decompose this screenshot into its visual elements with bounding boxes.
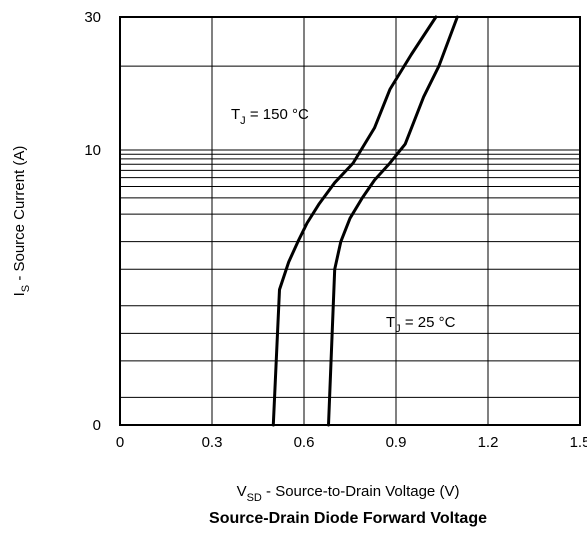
chart-title: Source-Drain Diode Forward Voltage: [209, 510, 487, 527]
y-tick-label: 10: [84, 142, 101, 159]
plot-area-frame: [119, 16, 581, 426]
series-line-150c: [271, 15, 438, 427]
x-tick-labels: 0 0.3 0.6 0.9 1.2 1.5: [116, 434, 587, 451]
series-label-25c: TJ = 25 °C: [386, 314, 456, 335]
x-tick-label: 0.9: [386, 434, 407, 451]
x-tick-label: 1.5: [570, 434, 587, 451]
grid-lines: [120, 17, 580, 425]
series-line-25c: [327, 15, 459, 427]
x-tick-label: 1.2: [478, 434, 499, 451]
y-tick-label: 30: [84, 9, 101, 26]
series-group: [271, 15, 459, 427]
y-axis-title: IS - Source Current (A): [11, 146, 32, 297]
series-label-150c: TJ = 150 °C: [231, 106, 309, 127]
x-axis-title: VSD - Source-to-Drain Voltage (V): [237, 483, 460, 504]
x-tick-label: 0.3: [202, 434, 223, 451]
x-tick-label: 0.6: [294, 434, 315, 451]
y-tick-label: 0: [93, 417, 101, 434]
y-tick-labels: 0 10 30: [84, 9, 101, 434]
x-tick-label: 0: [116, 434, 124, 451]
